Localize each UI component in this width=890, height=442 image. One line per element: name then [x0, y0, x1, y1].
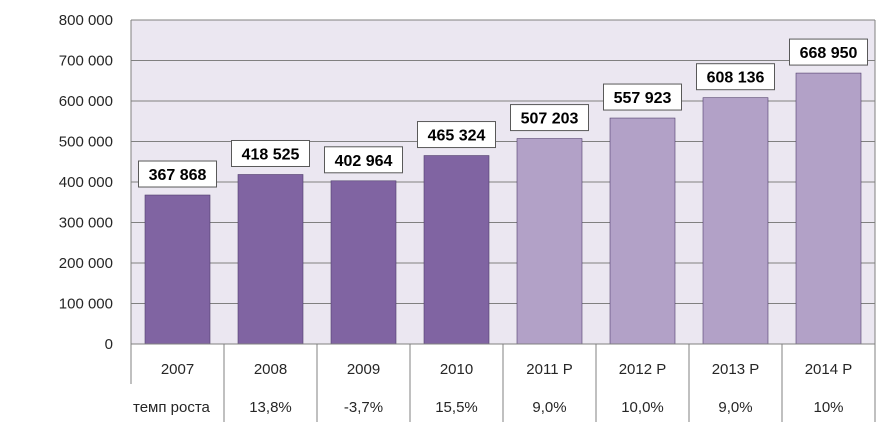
bars: [144, 72, 862, 345]
bar-2014-р: [795, 72, 862, 345]
data-label-box: [696, 63, 775, 91]
bar-2012-р: [609, 117, 676, 345]
x-category-label: 2011 Р: [526, 361, 572, 378]
y-tick-label: 500 000: [59, 134, 113, 151]
bar-2007: [144, 194, 211, 345]
bar-2008: [237, 174, 304, 345]
data-label-box: [324, 146, 403, 174]
data-label: 402 964: [335, 153, 393, 170]
x-category-label: 2009: [347, 361, 380, 378]
y-tick-label: 600 000: [59, 93, 113, 110]
growth-rate-value: 15,5%: [435, 399, 478, 416]
y-tick-label: 400 000: [59, 174, 113, 191]
growth-rate-value: -3,7%: [344, 399, 383, 416]
data-label: 418 525: [242, 146, 300, 163]
x-category-label: 2013 Р: [712, 361, 760, 378]
bar-2009: [330, 180, 397, 345]
x-category-label: 2007: [161, 361, 194, 378]
growth-rate-value: 13,8%: [249, 399, 292, 416]
bar-2011-р: [516, 138, 583, 345]
x-category-label: 2012 Р: [619, 361, 667, 378]
x-category-label: 2014 Р: [805, 361, 853, 378]
data-label-box: [789, 38, 868, 66]
y-axis: 0 100 000 200 000 300 000 400 000 500 000 600 …: [59, 12, 113, 353]
growth-rate-value: 9,0%: [718, 399, 752, 416]
data-label-box: [231, 139, 310, 167]
data-label-box: [138, 160, 217, 188]
data-label: 367 868: [149, 167, 207, 184]
data-label: 507 203: [521, 111, 579, 128]
y-tick-label: 100 000: [59, 296, 113, 313]
bar-2010: [423, 155, 490, 345]
growth-rate-value: 9,0%: [532, 399, 566, 416]
data-label: 668 950: [800, 45, 858, 62]
bar-2013-р: [702, 97, 769, 345]
data-labels: 367 868 418 525 402 964 465 324 507 203 557 9…: [138, 38, 868, 188]
y-tick-label: 800 000: [59, 12, 113, 29]
data-label: 608 136: [707, 70, 765, 87]
data-label: 557 923: [614, 90, 672, 107]
y-tick-label: 0: [105, 336, 113, 353]
x-category-label: 2008: [254, 361, 287, 378]
data-label: 465 324: [428, 128, 486, 145]
growth-rate-value: 10,0%: [621, 399, 664, 416]
data-label-box: [510, 104, 589, 132]
y-tick-label: 200 000: [59, 255, 113, 272]
growth-rate-value: 10%: [813, 399, 843, 416]
x-category-label: 2010: [440, 361, 473, 378]
y-tick-label: 700 000: [59, 53, 113, 70]
data-label-box: [603, 83, 682, 111]
data-label-box: [417, 121, 496, 149]
table-row-label: темп роста: [133, 399, 211, 416]
data-table: 2007 2008 2009 2010 2011 Р 2012 Р 2013 Р 2014 Р…: [130, 343, 876, 422]
y-tick-label: 300 000: [59, 215, 113, 232]
